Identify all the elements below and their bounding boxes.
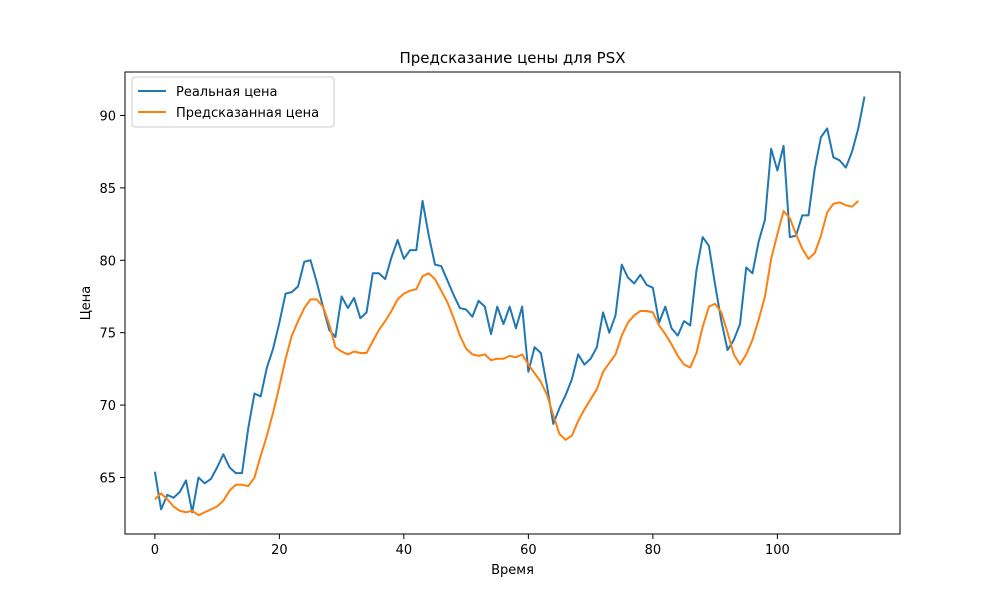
ticks-layer: 0 20 40 60 80 100 65 70 75 80 85 90: [99, 109, 789, 558]
series-line-predicted-price: [154, 200, 859, 517]
y-tick-label: 75: [99, 327, 116, 342]
x-tick-label: 80: [645, 543, 662, 558]
x-tick-label: 0: [151, 543, 159, 558]
legend-label-real-price: Реальная цена: [176, 85, 278, 100]
series-line-real-price: [153, 96, 866, 514]
legend: Реальная цена Предсказанная цена: [131, 76, 335, 128]
legend-box: [131, 76, 335, 128]
y-tick-label: 80: [99, 254, 116, 269]
legend-label-predicted-price: Предсказанная цена: [176, 106, 319, 121]
chart-title: Предсказание цены для PSX: [399, 49, 625, 67]
plot-frame: [124, 71, 901, 535]
x-tick-label: 100: [765, 543, 790, 558]
y-tick-label: 65: [99, 472, 116, 487]
x-tick-label: 40: [396, 543, 413, 558]
plot-background: [125, 72, 900, 534]
y-tick-label: 70: [99, 399, 116, 414]
y-axis-label: Цена: [79, 286, 94, 321]
y-tick-label: 90: [99, 109, 116, 124]
x-axis-label: Время: [491, 563, 534, 578]
x-tick-label: 60: [520, 543, 537, 558]
x-tick-label: 20: [271, 543, 288, 558]
y-tick-label: 85: [99, 182, 116, 197]
series-layer: [153, 96, 866, 517]
